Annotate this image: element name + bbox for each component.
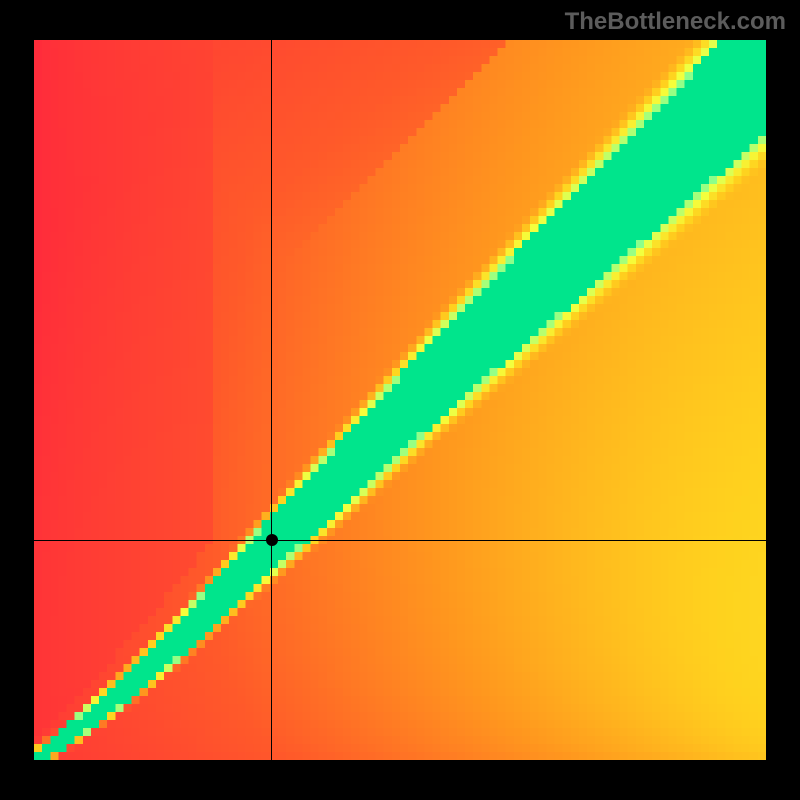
plot-area — [34, 40, 766, 760]
crosshair-vertical — [271, 40, 272, 760]
watermark-text: TheBottleneck.com — [565, 8, 786, 36]
bottleneck-heatmap — [34, 40, 766, 760]
crosshair-horizontal — [34, 540, 766, 541]
selection-marker[interactable] — [266, 534, 278, 546]
chart-frame: TheBottleneck.com — [0, 0, 800, 800]
